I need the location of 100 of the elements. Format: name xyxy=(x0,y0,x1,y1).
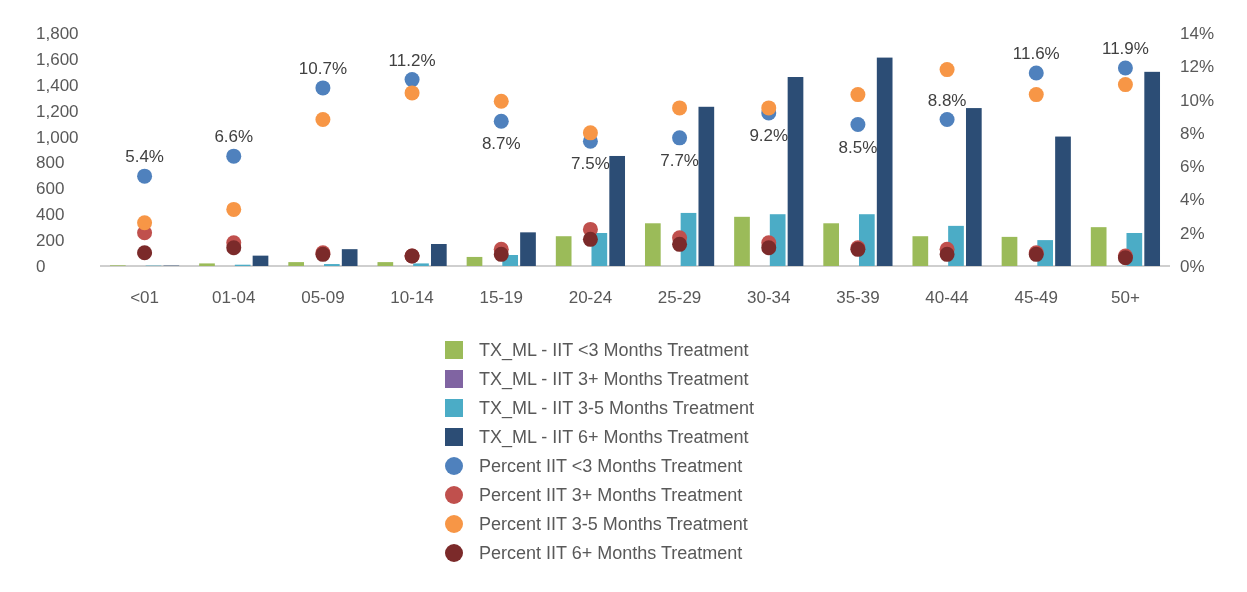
y-tick-label: 1,800 xyxy=(36,23,79,43)
y2-tick-label: 2% xyxy=(1180,223,1205,243)
bar xyxy=(858,214,875,266)
y2-tick-label: 8% xyxy=(1180,123,1205,143)
point xyxy=(939,112,955,128)
y-tick-label: 1,600 xyxy=(36,49,79,69)
y-tick-label: 1,400 xyxy=(36,75,79,95)
data-label: 8.8% xyxy=(927,90,967,110)
point xyxy=(1117,60,1133,76)
point xyxy=(672,236,688,252)
bar xyxy=(823,223,840,266)
data-label: 10.7% xyxy=(298,58,348,78)
point xyxy=(582,231,598,247)
legend-label: Percent IIT 3+ Months Treatment xyxy=(479,485,743,506)
point xyxy=(226,240,242,256)
point xyxy=(672,130,688,146)
bar xyxy=(341,249,358,266)
point xyxy=(226,201,242,217)
point xyxy=(850,117,866,133)
bar xyxy=(609,155,626,266)
legend-label: TX_ML - IIT 6+ Months Treatment xyxy=(479,427,749,449)
y2-tick-label: 4% xyxy=(1180,190,1205,210)
data-label: 11.9% xyxy=(1101,38,1149,58)
point xyxy=(493,93,509,109)
point xyxy=(939,246,955,262)
y-tick-label: 800 xyxy=(36,153,65,173)
y-tick-label: 1,200 xyxy=(36,101,79,121)
bar xyxy=(1001,236,1018,266)
y2-tick-label: 0% xyxy=(1180,256,1205,276)
x-tick-label: 05-09 xyxy=(301,288,345,307)
y2-tick-label: 10% xyxy=(1180,90,1215,110)
point xyxy=(137,168,153,184)
bar xyxy=(288,262,305,266)
x-tick-label: 50+ xyxy=(1110,288,1140,307)
x-tick-label: 20-24 xyxy=(568,288,613,307)
point xyxy=(493,113,509,129)
bar xyxy=(1055,136,1071,266)
y2-tick-label: 6% xyxy=(1180,157,1205,177)
bar xyxy=(1144,71,1161,266)
data-label: 8.5% xyxy=(838,137,878,157)
x-tick-label: 45-49 xyxy=(1014,288,1058,307)
point xyxy=(404,72,420,88)
x-tick-label: 25-29 xyxy=(657,288,702,307)
x-tick-label: 30-34 xyxy=(747,288,791,307)
point xyxy=(404,85,420,101)
y-tick-label: 600 xyxy=(36,179,65,199)
data-label: 9.2% xyxy=(749,125,789,145)
data-label: 11.2% xyxy=(388,50,436,70)
bar xyxy=(787,77,804,266)
point xyxy=(1117,77,1133,93)
point xyxy=(761,100,777,116)
x-tick-label: 40-44 xyxy=(925,288,969,307)
bar xyxy=(520,232,536,266)
y-tick-label: 1,000 xyxy=(36,127,79,147)
bar xyxy=(965,108,982,266)
legend-label: TX_ML - IIT 3+ Months Treatment xyxy=(479,369,749,391)
point xyxy=(226,148,242,164)
bar xyxy=(377,262,394,266)
x-tick-label: 10-14 xyxy=(390,288,434,307)
y-tick-label: 200 xyxy=(36,231,65,251)
bar xyxy=(698,106,715,266)
point xyxy=(672,100,688,116)
point xyxy=(850,87,866,103)
point xyxy=(137,245,153,261)
data-label: 8.7% xyxy=(481,134,521,154)
legend-label: Percent IIT <3 Months Treatment xyxy=(479,456,743,477)
data-label: 11.6% xyxy=(1012,43,1060,63)
x-tick-label: 01-04 xyxy=(212,288,256,307)
bar xyxy=(644,223,661,266)
point xyxy=(761,240,777,256)
data-label: 5.4% xyxy=(125,147,164,167)
x-tick-label: <01 xyxy=(130,288,160,307)
legend-label: Percent IIT 3-5 Months Treatment xyxy=(479,514,748,535)
y-tick-label: 400 xyxy=(36,205,65,225)
bar xyxy=(252,255,269,266)
y2-tick-label: 14% xyxy=(1180,23,1215,43)
point xyxy=(939,62,955,78)
y2-tick-label: 12% xyxy=(1180,57,1215,77)
point xyxy=(1028,87,1044,103)
point xyxy=(315,80,331,96)
data-label: 6.6% xyxy=(214,127,254,147)
point xyxy=(315,112,331,128)
bar xyxy=(466,256,483,266)
legend-label: Percent IIT 6+ Months Treatment xyxy=(479,543,743,564)
bar xyxy=(199,263,215,266)
legend-label: TX_ML - IIT <3 Months Treatment xyxy=(479,340,749,362)
point xyxy=(582,125,598,141)
bar xyxy=(876,57,893,266)
point xyxy=(493,246,509,262)
bar xyxy=(1090,227,1107,266)
point xyxy=(137,215,153,231)
x-tick-label: 35-39 xyxy=(836,288,880,307)
bar xyxy=(555,236,572,266)
point xyxy=(1028,65,1044,81)
bar xyxy=(413,263,429,266)
legend-label: TX_ML - IIT 3-5 Months Treatment xyxy=(479,398,755,420)
bar xyxy=(912,236,929,266)
y-tick-label: 0 xyxy=(36,256,46,276)
x-tick-label: 15-19 xyxy=(479,288,523,307)
bar xyxy=(430,243,447,266)
